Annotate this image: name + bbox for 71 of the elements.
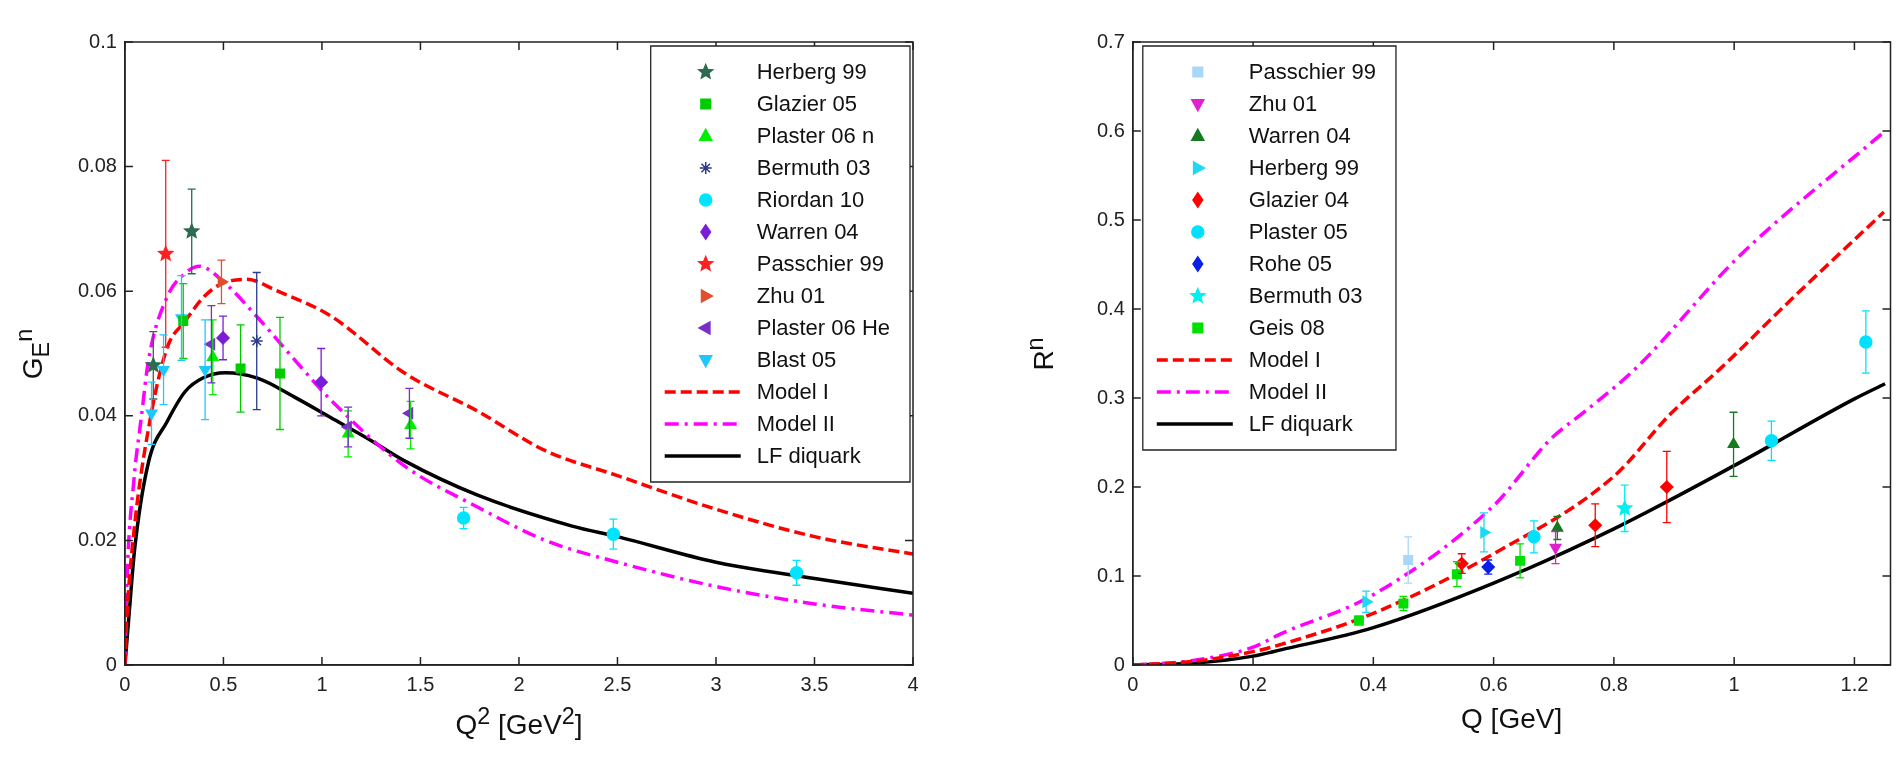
point xyxy=(1859,335,1873,349)
legend-label: Warren 04 xyxy=(1248,123,1351,149)
point xyxy=(1403,554,1414,565)
y-tick-label: 0.06 xyxy=(77,278,117,301)
point xyxy=(1727,437,1740,449)
legend-label: LF diquark xyxy=(1248,411,1354,437)
x-tick-label: 2 xyxy=(513,672,525,695)
point xyxy=(184,223,200,238)
legend-label: Rohe 05 xyxy=(1248,251,1332,277)
x-tick-label: 1.5 xyxy=(406,672,435,695)
legend-label: Model II xyxy=(1248,379,1328,405)
legend-label: Plaster 06 He xyxy=(756,315,891,341)
legend-label: Zhu 01 xyxy=(756,283,826,309)
x-tick-label: 1.2 xyxy=(1840,672,1869,695)
legend-label: Bermuth 03 xyxy=(1248,283,1363,309)
x-tick-label: 3.5 xyxy=(800,672,829,695)
x-tick-label: 3 xyxy=(710,672,722,695)
legend-label: Model I xyxy=(1248,347,1321,373)
x-tick-label: 0 xyxy=(119,672,131,695)
y-tick-label: 0.4 xyxy=(1096,296,1125,319)
x-tick-label: 0.5 xyxy=(209,672,238,695)
y-tick-label: 0.7 xyxy=(1096,29,1125,52)
legend-label: Passchier 99 xyxy=(756,251,884,277)
legend-label: Herberg 99 xyxy=(1248,155,1359,181)
legend-label: Glazier 04 xyxy=(1248,187,1350,213)
legend-label: Passchier 99 xyxy=(1248,59,1376,85)
x-tick-label: 1 xyxy=(1728,672,1740,695)
point xyxy=(789,566,804,580)
y-tick-label: 0 xyxy=(1113,652,1125,675)
y-tick-label: 0.02 xyxy=(77,527,117,550)
x-axis-title: Q [GeV] xyxy=(1461,703,1563,734)
y-tick-label: 0.6 xyxy=(1096,118,1125,141)
y-tick-label: 0.2 xyxy=(1096,474,1125,497)
y-tick-label: 0.04 xyxy=(77,403,117,426)
legend-label: Glazier 05 xyxy=(756,91,857,117)
point xyxy=(235,363,246,374)
point xyxy=(158,245,174,261)
legend-label: Herberg 99 xyxy=(756,59,867,85)
x-tick-label: 0.6 xyxy=(1479,672,1508,695)
x-tick-label: 2.5 xyxy=(603,672,632,695)
x-tick-label: 1 xyxy=(316,672,328,695)
x-tick-label: 0.4 xyxy=(1359,672,1388,695)
point xyxy=(1617,500,1633,515)
legend-label: Model II xyxy=(756,411,835,437)
x-tick-label: 0.2 xyxy=(1239,672,1267,695)
legend-label: Model I xyxy=(756,379,829,405)
legend-label: Warren 04 xyxy=(756,219,859,245)
legend-label: Bermuth 03 xyxy=(756,155,871,181)
x-tick-label: 0 xyxy=(1127,672,1139,695)
x-axis-title: Q$^{2}$ [GeV$^{2}$] xyxy=(455,703,583,741)
legend-label: Zhu 01 xyxy=(1248,91,1318,117)
legend-label: Plaster 05 xyxy=(1248,219,1348,245)
legend-label: Plaster 06 n xyxy=(756,123,875,149)
y-tick-label: 0.5 xyxy=(1096,207,1125,230)
y-tick-label: 0 xyxy=(105,652,117,675)
y-tick-label: 0.3 xyxy=(1096,385,1125,408)
point xyxy=(1588,518,1602,533)
y-tick-label: 0.08 xyxy=(77,154,117,177)
x-tick-label: 4 xyxy=(907,672,919,695)
point xyxy=(314,375,328,389)
legend-label: Geis 08 xyxy=(1248,315,1325,341)
legend-label: LF diquark xyxy=(756,443,862,469)
point xyxy=(249,334,264,348)
legend-label: Riordan 10 xyxy=(756,187,865,213)
y-tick-label: 0.1 xyxy=(1096,563,1125,586)
point xyxy=(145,357,161,372)
point xyxy=(1764,433,1779,448)
y-tick-label: 0.1 xyxy=(89,29,117,52)
x-tick-label: 0.8 xyxy=(1599,672,1628,695)
legend-label: Blast 05 xyxy=(756,347,837,373)
line-series xyxy=(1132,210,1886,665)
